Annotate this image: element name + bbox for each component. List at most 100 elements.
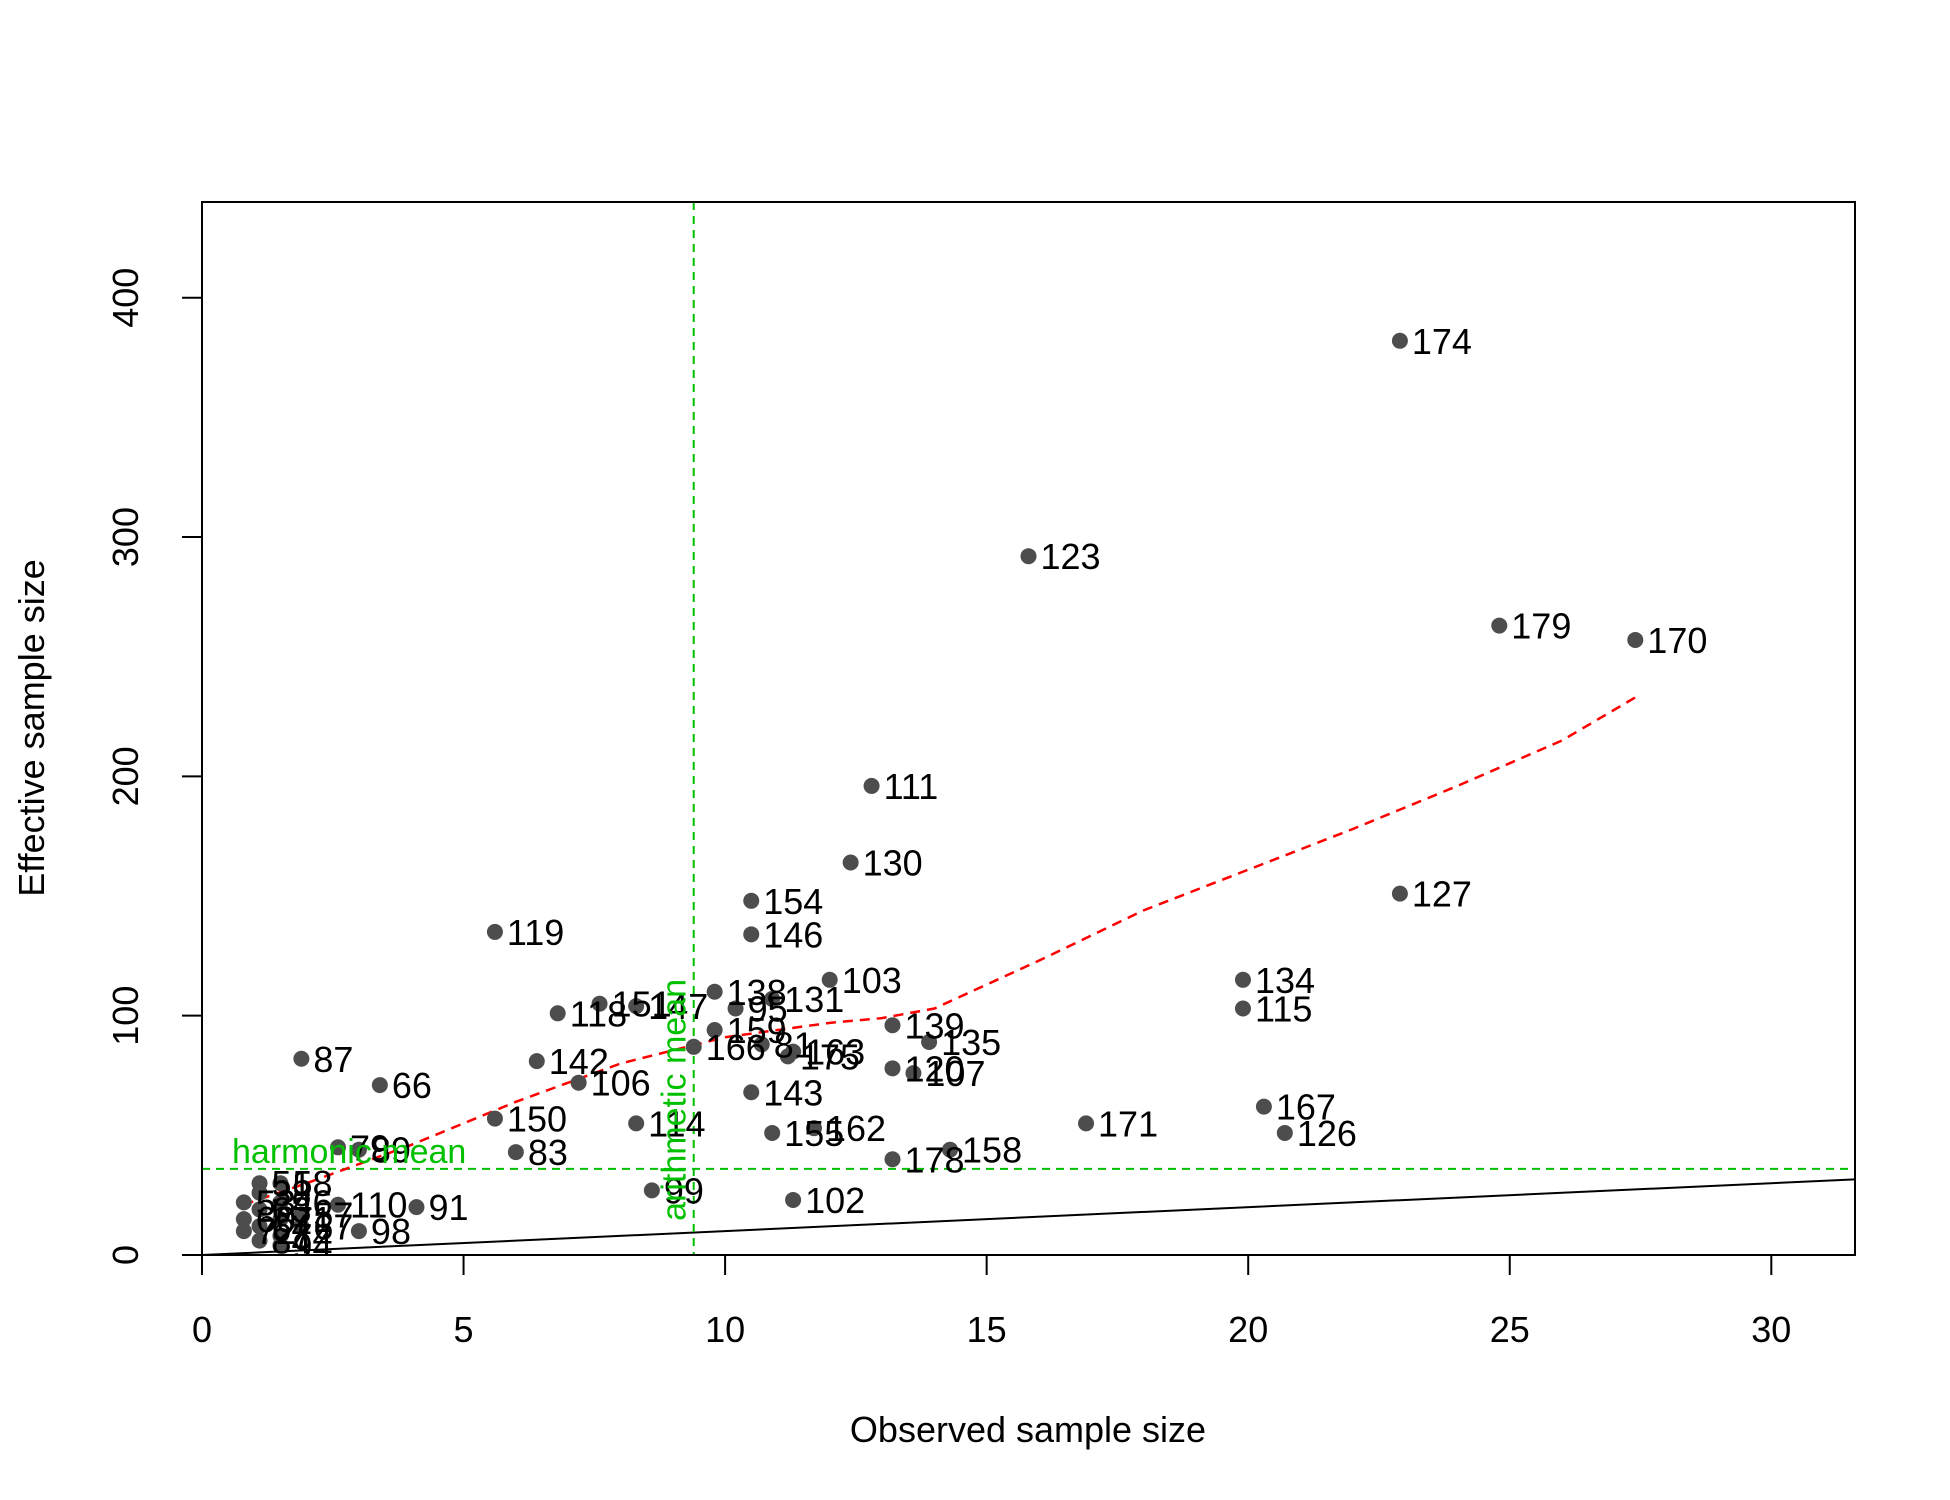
point-label: 72 [256, 1211, 296, 1252]
point-label: 79 [350, 1127, 390, 1168]
point-label: 147 [648, 986, 708, 1027]
point-label: 67 [313, 1206, 353, 1247]
data-point [293, 1050, 310, 1067]
point-label: 66 [392, 1065, 432, 1106]
x-tick-label: 0 [192, 1309, 212, 1350]
x-tick-label: 5 [454, 1309, 474, 1350]
point-label: 151 [612, 984, 672, 1025]
point-label: 81 [774, 1024, 814, 1065]
data-point [272, 1237, 289, 1254]
data-point [779, 1048, 796, 1065]
data-point [685, 1038, 702, 1055]
point-label: 84 [272, 1221, 312, 1262]
point-label: 46 [292, 1182, 332, 1223]
y-tick-label: 300 [105, 507, 146, 567]
data-point [350, 1141, 367, 1158]
point-label: 119 [507, 912, 564, 953]
point-label: 178 [904, 1139, 964, 1180]
data-point [371, 1077, 388, 1094]
data-point [1020, 548, 1037, 565]
point-label: 115 [1255, 989, 1312, 1030]
point-label: 83 [528, 1132, 568, 1173]
point-label: 58 [292, 1163, 332, 1204]
data-point [764, 990, 781, 1007]
point-label: 99 [664, 1170, 704, 1211]
data-point [942, 1141, 959, 1158]
data-point [743, 892, 760, 909]
data-point [884, 1151, 901, 1168]
data-point [293, 1206, 310, 1223]
data-point [842, 854, 859, 871]
point-label: 134 [1255, 960, 1315, 1001]
x-tick-label: 25 [1490, 1309, 1530, 1350]
point-label: 102 [805, 1180, 865, 1221]
point-label: 146 [763, 914, 823, 955]
x-axis-title: Observed sample size [850, 1409, 1206, 1450]
point-label: 107 [925, 1053, 985, 1094]
y-axis: 0 100 200 300 400 [105, 268, 203, 1265]
data-point [628, 1115, 645, 1132]
data-point [272, 1194, 289, 1211]
point-label: 179 [1511, 606, 1571, 647]
y-tick-label: 100 [105, 986, 146, 1046]
point-label: 138 [727, 972, 787, 1013]
x-tick-label: 15 [967, 1309, 1007, 1350]
data-point [706, 1022, 723, 1039]
y-tick-label: 400 [105, 268, 146, 328]
data-point [486, 923, 503, 940]
data-point [272, 1175, 289, 1192]
point-label: 174 [1412, 321, 1472, 362]
data-point [1391, 332, 1408, 349]
point-label: 91 [428, 1187, 468, 1228]
point-label: 118 [570, 993, 627, 1034]
point-label: 71 [292, 1199, 332, 1240]
point-label: 150 [507, 1099, 567, 1140]
point-label: 155 [784, 1113, 844, 1154]
point-label: 57 [313, 1194, 353, 1235]
point-label: 143 [763, 1072, 823, 1113]
data-point [753, 1036, 770, 1053]
point-label: 154 [763, 881, 823, 922]
point-label: 98 [371, 1211, 411, 1252]
point-label: 135 [941, 1022, 1001, 1063]
point-label: 139 [904, 1005, 964, 1046]
point-label: 38 [272, 1173, 312, 1214]
point-label: 158 [962, 1130, 1022, 1171]
points-layer [235, 332, 1644, 1254]
point-label: 87 [313, 1039, 353, 1080]
identity-line [202, 1178, 1855, 1255]
point-label: 74 [292, 1216, 332, 1257]
data-point [905, 1065, 922, 1082]
x-tick-label: 20 [1228, 1309, 1268, 1350]
data-point [921, 1034, 938, 1051]
point-label: 94 [292, 1225, 332, 1266]
point-label: 162 [826, 1108, 886, 1149]
data-point [806, 1120, 823, 1137]
data-point [486, 1110, 503, 1127]
data-point [528, 1053, 545, 1070]
data-point [743, 1084, 760, 1101]
point-label: 111 [884, 766, 939, 807]
data-point [1255, 1098, 1272, 1115]
x-tick-label: 10 [705, 1309, 745, 1350]
data-point [1276, 1124, 1293, 1141]
data-point [350, 1223, 367, 1240]
point-label: 114 [648, 1103, 705, 1144]
data-point [235, 1223, 252, 1240]
point-label: 53 [256, 1182, 296, 1223]
data-point [549, 1005, 566, 1022]
point-label: 131 [784, 979, 844, 1020]
point-label: 120 [904, 1048, 964, 1089]
data-point [251, 1201, 268, 1218]
data-point [884, 1060, 901, 1077]
plot-frame [201, 201, 1856, 1256]
data-point [764, 1124, 781, 1141]
data-point [1078, 1115, 1095, 1132]
point-label: 60 [256, 1199, 296, 1240]
data-point [1391, 885, 1408, 902]
data-point [1627, 631, 1644, 648]
x-axis: 0 5 10 15 20 25 30 [192, 1254, 1791, 1350]
